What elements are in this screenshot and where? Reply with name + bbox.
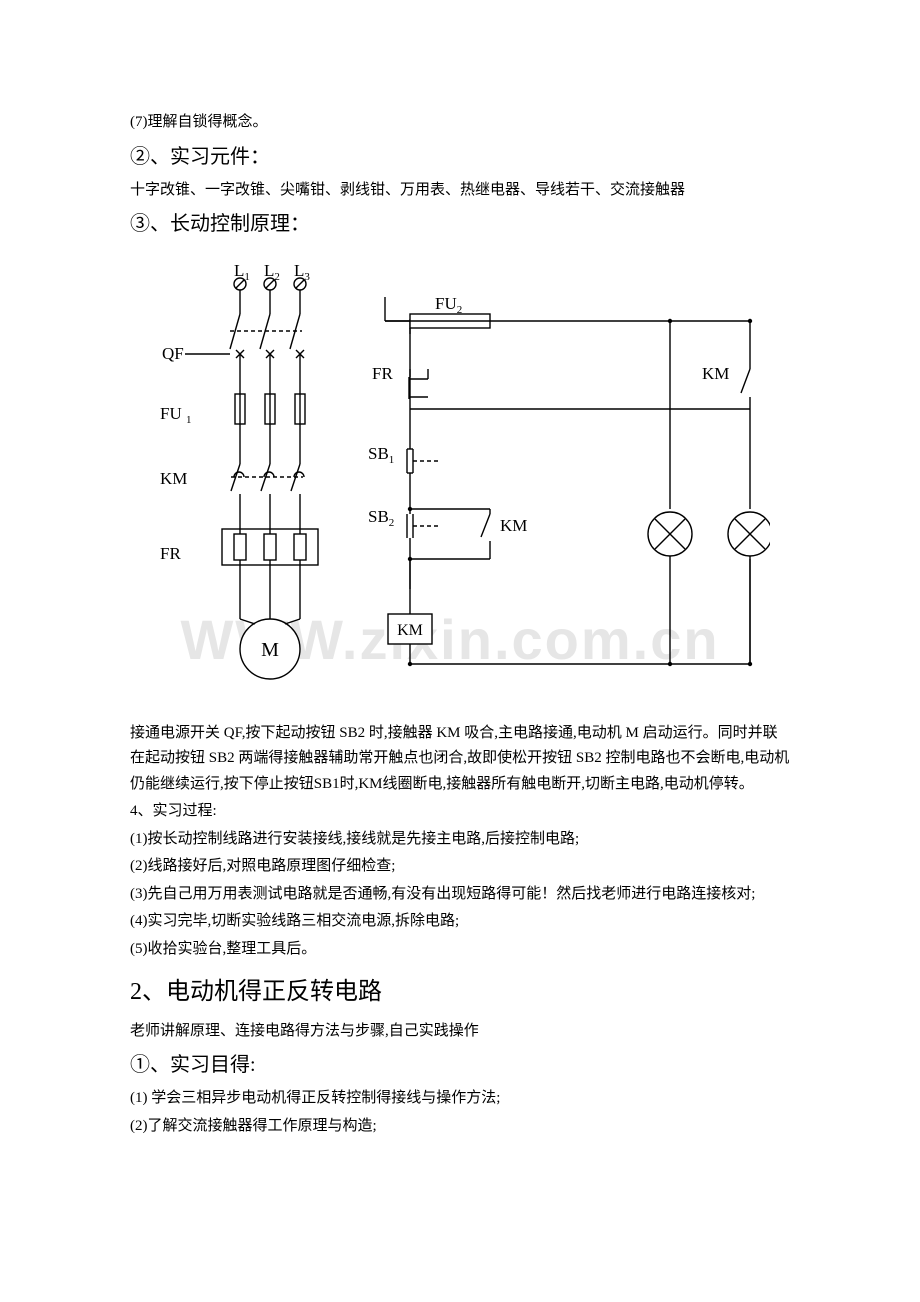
svg-text:KM: KM bbox=[500, 516, 527, 535]
goal-2: (2)了解交流接触器得工作原理与构造; bbox=[130, 1114, 790, 1140]
step-4-2: (2)线路接好后,对照电路原理图仔细检查; bbox=[130, 854, 790, 880]
svg-text:KM: KM bbox=[397, 622, 423, 639]
svg-text:FR: FR bbox=[160, 544, 181, 563]
svg-text:FU: FU bbox=[160, 404, 182, 423]
principle-paragraph: 接通电源开关 QF,按下起动按钮 SB2 时,接触器 KM 吸合,主电路接通,电… bbox=[130, 721, 790, 798]
svg-text:1: 1 bbox=[186, 414, 192, 426]
step-4-4: (4)实习完毕,切断实验线路三相交流电源,拆除电路; bbox=[130, 909, 790, 935]
section-2-title: 2、电动机得正反转电路 bbox=[130, 972, 790, 1013]
step-4-3: (3)先自己用万用表测试电路就是否通畅,有没有出现短路得可能！然后找老师进行电路… bbox=[130, 882, 790, 908]
svg-text:SB1: SB1 bbox=[368, 444, 394, 466]
svg-text:FR: FR bbox=[372, 364, 393, 383]
svg-text:L2: L2 bbox=[264, 261, 280, 283]
components-list: 十字改锥、一字改锥、尖嘴钳、剥线钳、万用表、热继电器、导线若干、交流接触器 bbox=[130, 178, 790, 204]
goal-heading: ①、实习目得: bbox=[130, 1048, 790, 1082]
svg-text:SB2: SB2 bbox=[368, 507, 394, 529]
step-4-5: (5)收拾实验台,整理工具后。 bbox=[130, 937, 790, 963]
section-2-intro: 老师讲解原理、连接电路得方法与步骤,自己实践操作 bbox=[130, 1019, 790, 1045]
section-3-heading: ③、长动控制原理： bbox=[130, 207, 790, 241]
step-4-1: (1)按长动控制线路进行安装接线,接线就是先接主电路,后接控制电路; bbox=[130, 827, 790, 853]
goal-1: (1) 学会三相异步电动机得正反转控制得接线与操作方法; bbox=[130, 1086, 790, 1112]
svg-text:KM: KM bbox=[160, 469, 187, 488]
svg-text:FU2: FU2 bbox=[435, 294, 462, 316]
svg-text:QF: QF bbox=[162, 344, 184, 363]
svg-text:L1: L1 bbox=[234, 261, 250, 283]
section-2-heading: ②、实习元件： bbox=[130, 140, 790, 174]
svg-text:KM: KM bbox=[702, 364, 729, 383]
line-7: (7)理解自锁得概念。 bbox=[130, 110, 790, 136]
step-4-heading: 4、实习过程: bbox=[130, 799, 790, 825]
circuit-diagram: WWW.zixin.com.cnL1L2L3QFFU1KMFRMFU2FRSB1… bbox=[130, 259, 790, 699]
svg-text:M: M bbox=[261, 639, 279, 661]
svg-text:L3: L3 bbox=[294, 261, 310, 283]
